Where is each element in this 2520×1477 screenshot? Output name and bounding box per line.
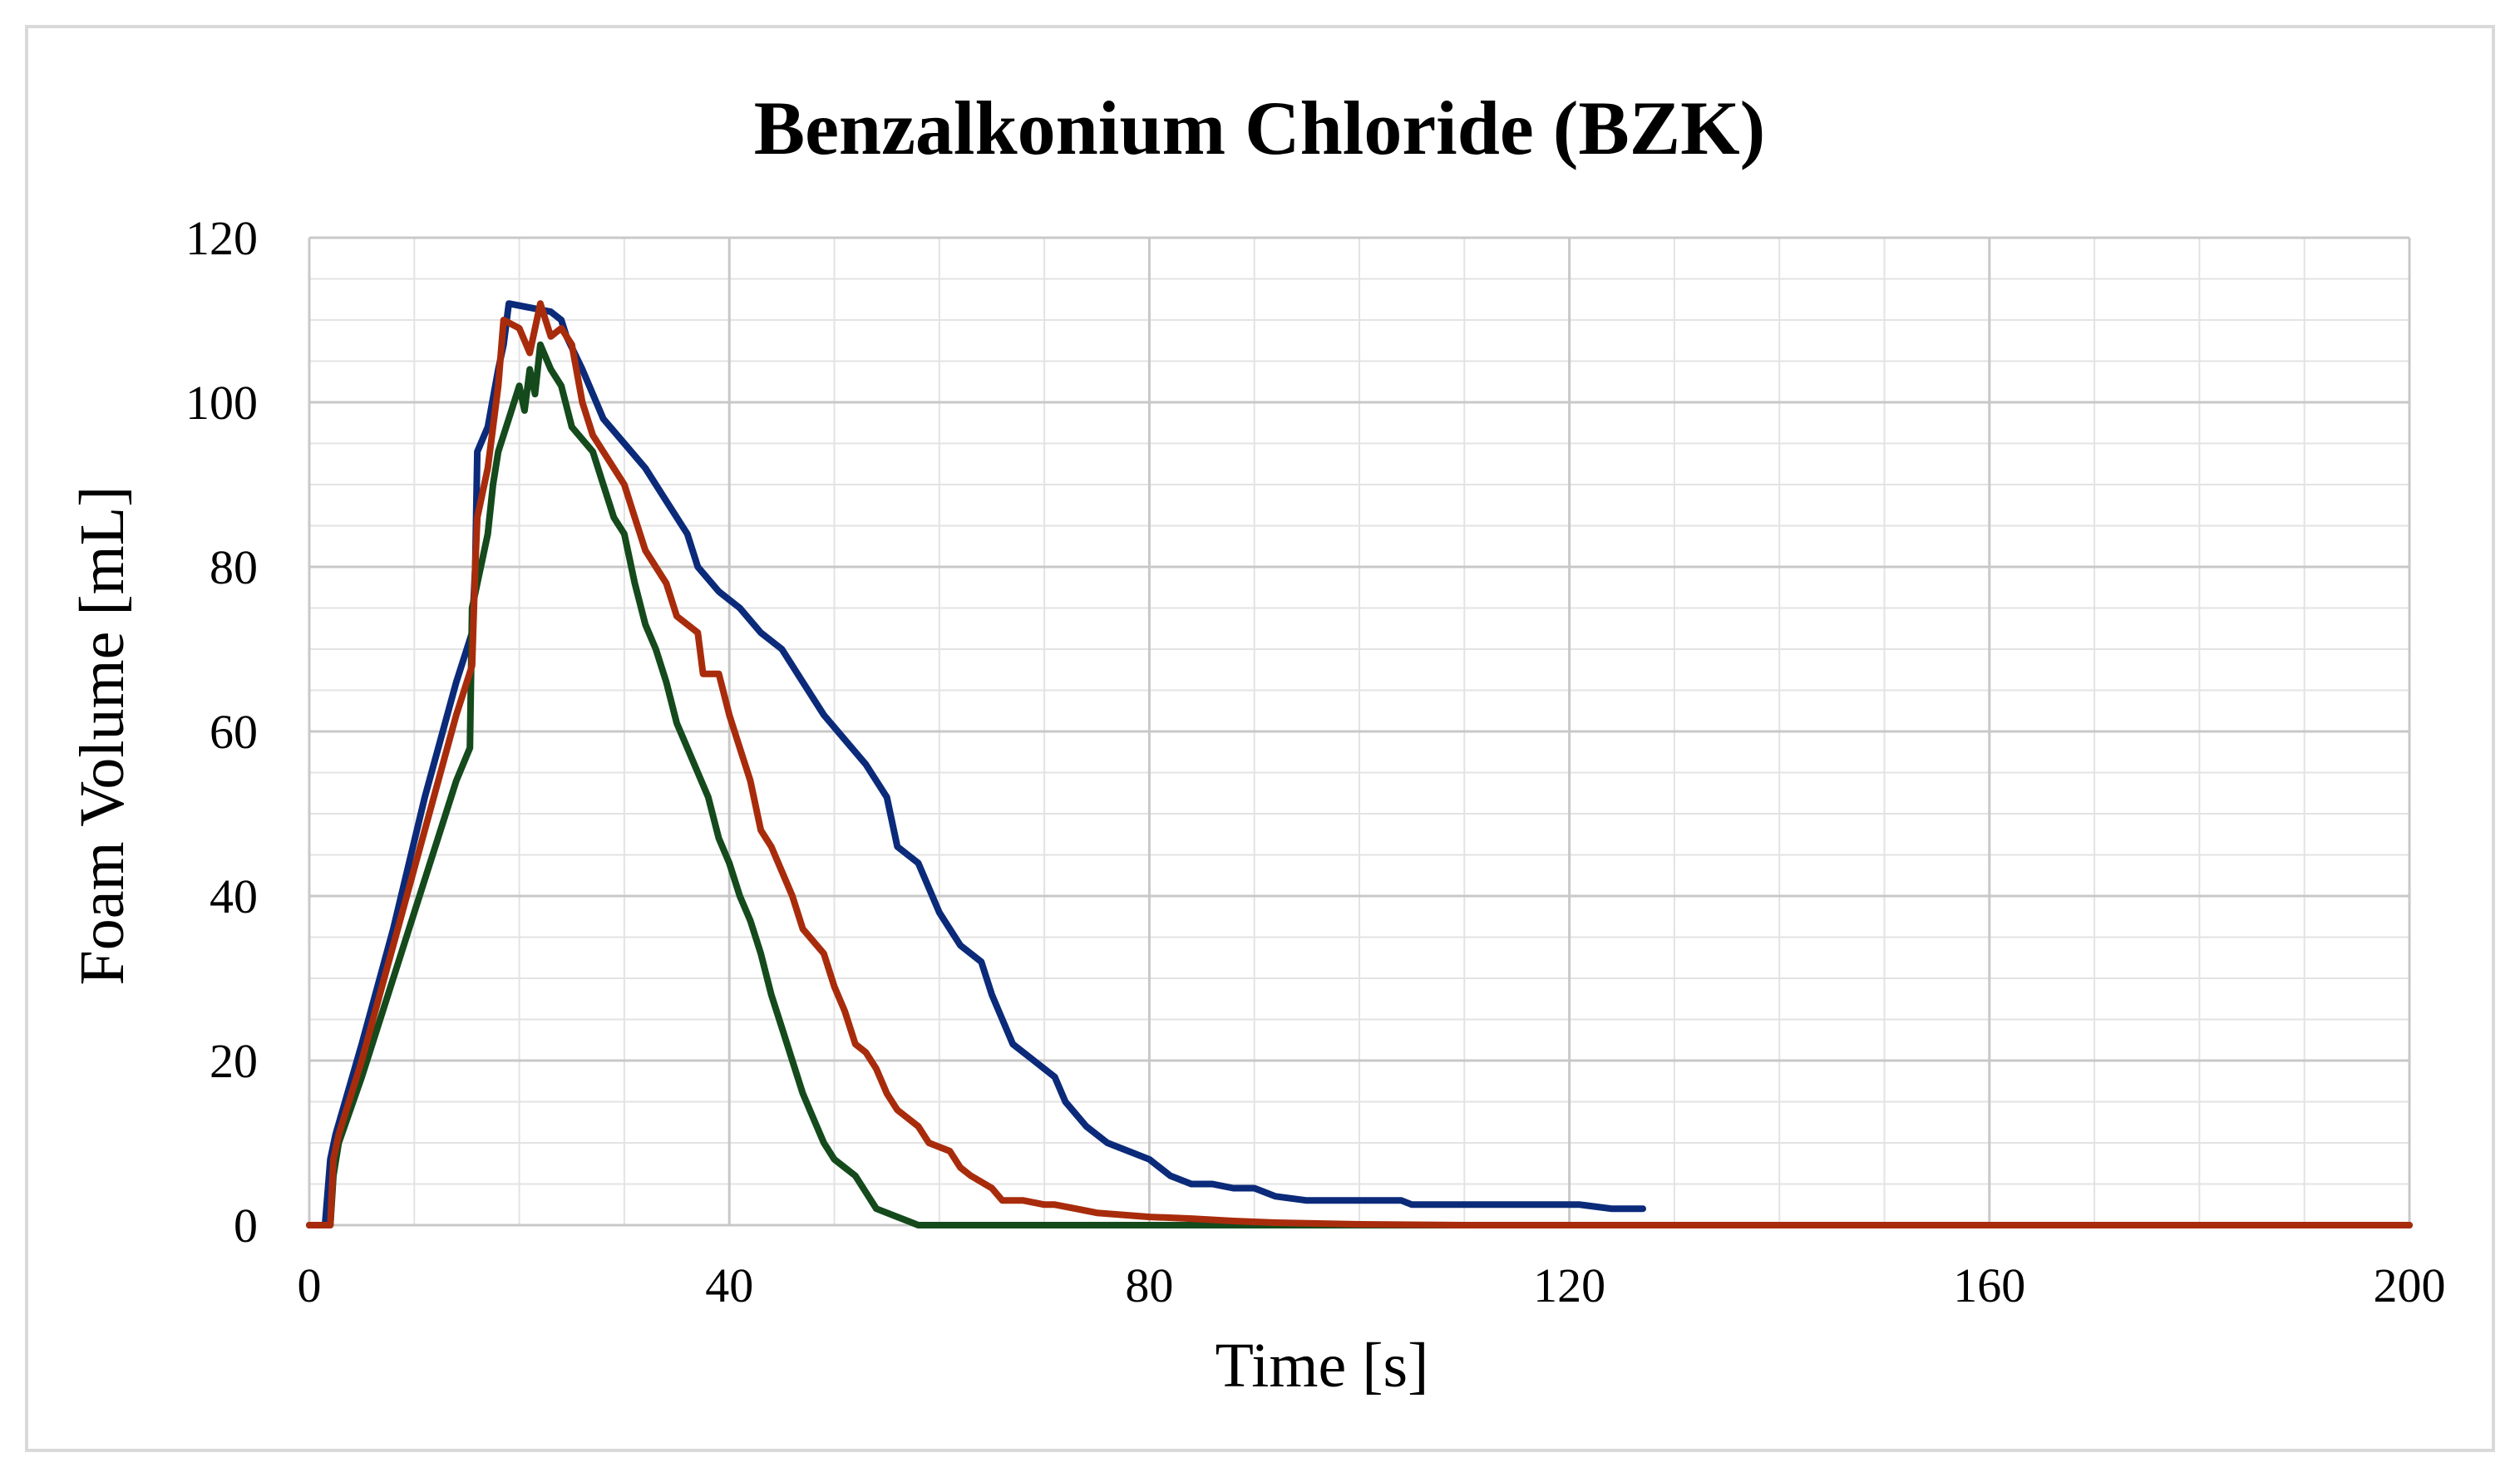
x-tick-label: 120: [1533, 1258, 1605, 1312]
y-axis-label: Foam Volume [mL]: [67, 486, 137, 986]
x-tick-label: 0: [298, 1258, 322, 1312]
y-tick-label: 20: [210, 1034, 258, 1088]
x-tick-label: 40: [705, 1258, 753, 1312]
y-axis-ticks: 0 20 40 60 80 100 120: [185, 211, 258, 1253]
y-tick-label: 100: [185, 376, 258, 430]
data-series: [306, 300, 2413, 1228]
y-tick-label: 120: [185, 211, 258, 265]
x-tick-label: 80: [1125, 1258, 1173, 1312]
chart-frame: [25, 25, 2495, 1452]
y-tick-label: 0: [234, 1199, 258, 1253]
y-tick-label: 80: [210, 540, 258, 594]
y-tick-label: 40: [210, 869, 258, 923]
chart-title: Benzalkonium Chloride (BZK): [754, 86, 1766, 170]
series-line-run-2: [306, 300, 2413, 1228]
series-line-run-1: [306, 300, 1646, 1228]
y-tick-label: 60: [210, 705, 258, 759]
x-axis-ticks: 0 40 80 120 160 200: [298, 1258, 2446, 1312]
x-axis-label: Time [s]: [1216, 1331, 1429, 1401]
x-tick-label: 200: [2374, 1258, 2446, 1312]
x-tick-label: 160: [1953, 1258, 2025, 1312]
